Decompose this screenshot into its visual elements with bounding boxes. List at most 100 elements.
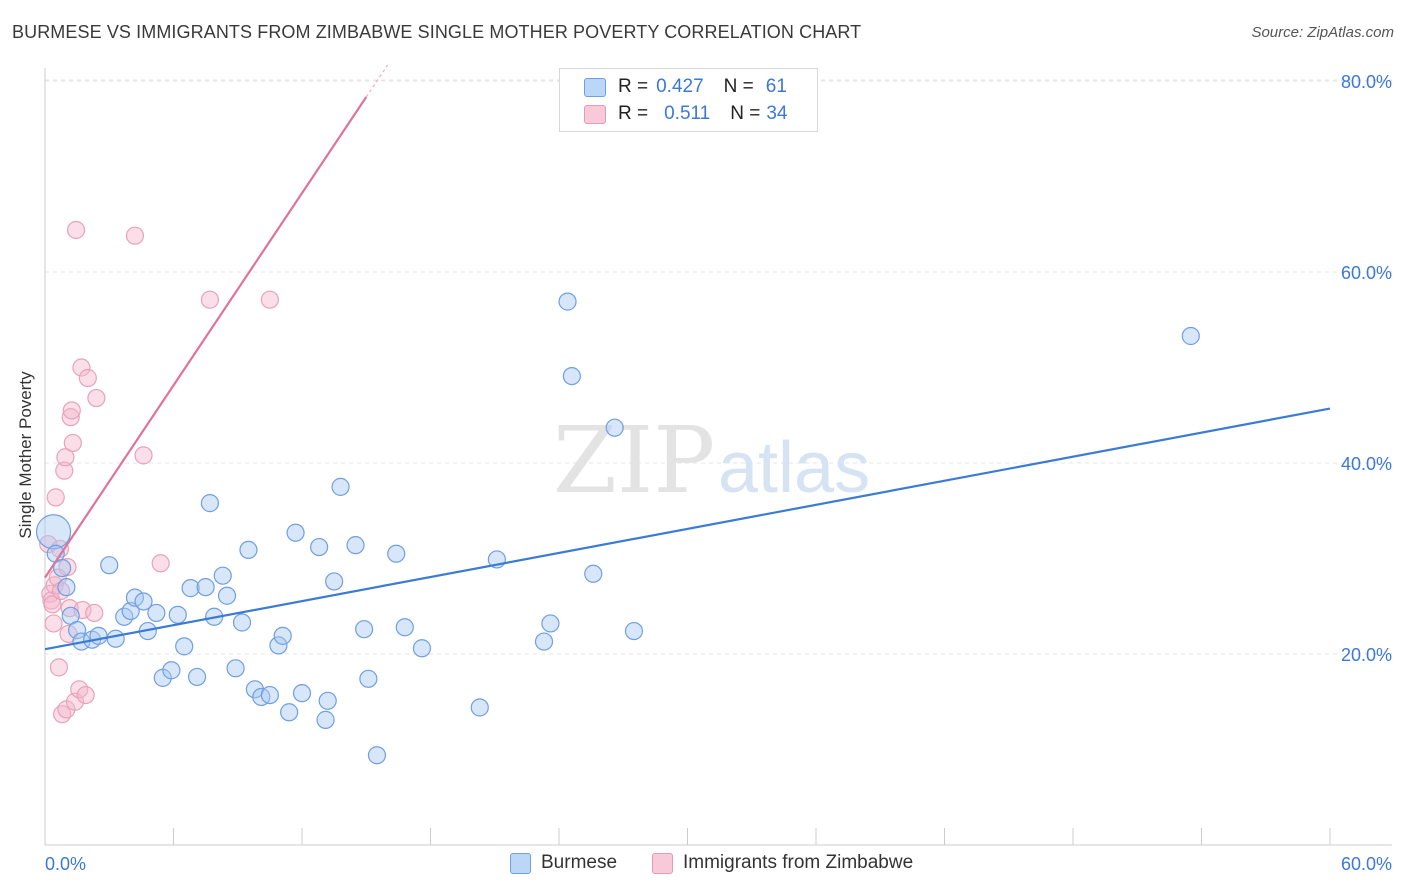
data-point-burmese: [260, 685, 279, 705]
legend-item-burmese[interactable]: Burmese: [510, 852, 617, 874]
data-point-burmese: [558, 292, 577, 311]
data-point-zimbabwe: [43, 595, 62, 614]
legend-item-zimbabwe[interactable]: Immigrants from Zimbabwe: [652, 852, 913, 874]
data-point-burmese: [125, 588, 145, 607]
data-point-burmese: [68, 621, 87, 640]
data-point-burmese: [35, 514, 72, 550]
legend-swatch-burmese: [510, 852, 531, 874]
data-point-burmese: [106, 629, 125, 648]
data-point-burmese: [187, 667, 207, 687]
data-point-zimbabwe: [73, 600, 92, 620]
stats-legend: R = 0.427 N = 61 R = 0.511 N = 34: [559, 68, 818, 132]
data-point-burmese: [239, 540, 258, 560]
data-point-burmese: [134, 592, 153, 611]
watermark-atlas: atlas: [718, 428, 870, 508]
data-point-zimbabwe: [55, 461, 74, 480]
data-point-burmese: [316, 710, 335, 729]
series-burmese-points: [35, 292, 1200, 765]
trend-line-burmese: [44, 407, 1331, 651]
data-point-zimbabwe: [151, 554, 170, 573]
data-point-burmese: [541, 614, 560, 633]
data-point-burmese: [470, 698, 489, 717]
data-point-burmese: [168, 605, 187, 624]
gridlines: [45, 79, 1392, 655]
data-point-burmese: [605, 418, 624, 437]
legend-label-burmese: Burmese: [541, 852, 618, 873]
data-point-zimbabwe: [78, 368, 97, 388]
data-point-zimbabwe: [44, 614, 63, 633]
data-point-zimbabwe: [63, 433, 82, 453]
data-point-zimbabwe: [85, 603, 104, 623]
data-point-burmese: [162, 661, 181, 680]
data-point-burmese: [534, 632, 554, 651]
data-point-burmese: [624, 621, 644, 641]
data-point-burmese: [280, 703, 299, 722]
y-axis-label: Single Mother Poverty: [16, 371, 35, 539]
data-point-zimbabwe: [260, 290, 279, 309]
watermark: ZIP atlas: [553, 407, 870, 514]
data-point-burmese: [121, 601, 140, 621]
y-tick-label: 60.0%: [1341, 263, 1392, 283]
data-point-burmese: [269, 636, 288, 655]
data-point-zimbabwe: [72, 358, 91, 377]
legend-swatch-zimbabwe: [652, 852, 673, 874]
data-point-burmese: [318, 691, 337, 710]
data-point-burmese: [273, 626, 292, 645]
chart-title: BURMESE VS IMMIGRANTS FROM ZIMBABWE SING…: [12, 22, 862, 42]
data-point-burmese: [232, 613, 252, 632]
data-point-burmese: [53, 558, 72, 578]
data-point-zimbabwe: [61, 408, 80, 427]
data-point-burmese: [562, 366, 581, 386]
data-point-burmese: [196, 578, 215, 597]
data-point-zimbabwe: [87, 388, 106, 408]
data-point-burmese: [325, 572, 344, 591]
y-tick-label: 80.0%: [1341, 72, 1392, 92]
legend-row-burmese: R = 0.427 N = 61: [584, 76, 787, 98]
data-point-zimbabwe: [62, 401, 81, 420]
legend-label-zimbabwe: Immigrants from Zimbabwe: [683, 852, 914, 873]
series-legend: Burmese Immigrants from Zimbabwe: [0, 852, 1406, 876]
data-point-burmese: [346, 536, 365, 555]
trend-lines: [44, 64, 1331, 651]
x-tick-label: 60.0%: [1341, 854, 1392, 874]
legend-n-label: N =: [723, 76, 754, 97]
data-point-zimbabwe: [134, 446, 153, 465]
data-point-zimbabwe: [58, 557, 77, 577]
data-point-zimbabwe: [56, 448, 75, 467]
data-point-burmese: [217, 586, 237, 605]
legend-row-zimbabwe: R = 0.511 N = 34: [584, 103, 788, 125]
y-tick-label: 20.0%: [1341, 645, 1392, 665]
watermark-zip: ZIP: [553, 407, 715, 514]
data-point-burmese: [89, 626, 108, 645]
data-point-burmese: [331, 477, 350, 496]
data-point-zimbabwe: [200, 290, 220, 309]
data-point-burmese: [213, 566, 232, 585]
axes: [44, 68, 1392, 846]
source-label: Source: ZipAtlas.com: [1251, 24, 1394, 41]
x-tick-label: 0.0%: [45, 854, 86, 874]
legend-n-label: N =: [730, 103, 761, 124]
data-point-burmese: [200, 494, 220, 513]
legend-n-value: 61: [765, 76, 787, 97]
data-point-burmese: [412, 639, 432, 658]
legend-r-value: 0.511: [664, 103, 711, 124]
legend-r-label: R =: [618, 103, 649, 124]
data-point-burmese: [355, 620, 374, 639]
data-point-burmese: [584, 564, 603, 583]
data-point-burmese: [395, 618, 414, 637]
data-point-burmese: [367, 746, 387, 765]
data-point-burmese: [310, 537, 329, 557]
trend-line-zimbabwe: [44, 96, 368, 579]
trend-line-zimbabwe-extension: [365, 64, 389, 98]
data-point-burmese: [387, 544, 406, 563]
legend-swatch-zimbabwe: [584, 104, 606, 124]
data-point-zimbabwe: [66, 220, 86, 240]
data-point-burmese: [147, 603, 166, 623]
data-point-burmese: [1181, 326, 1200, 346]
data-point-burmese: [100, 556, 119, 575]
data-point-zimbabwe: [76, 685, 95, 705]
legend-swatch-burmese: [584, 77, 606, 97]
legend-r-value: 0.427: [656, 76, 704, 97]
data-point-burmese: [181, 579, 200, 598]
